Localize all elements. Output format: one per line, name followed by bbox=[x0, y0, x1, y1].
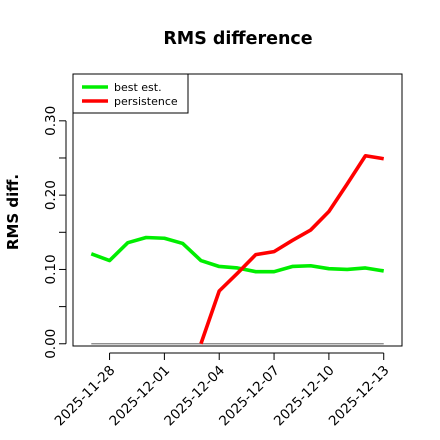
y-tick-label: 0.20 bbox=[43, 180, 59, 210]
series-line-0 bbox=[90, 235, 385, 274]
legend-label-0: best est. bbox=[114, 81, 162, 94]
x-axis: 2025-11-282025-12-012025-12-042025-12-07… bbox=[52, 352, 393, 429]
y-tick-label: 0.30 bbox=[43, 106, 59, 136]
series-line-1 bbox=[199, 153, 385, 345]
plot-frame bbox=[72, 73, 403, 347]
legend-label-1: persistence bbox=[114, 95, 178, 108]
legend-box bbox=[72, 73, 189, 114]
plot-area bbox=[90, 153, 385, 345]
y-axis: 0.00 0.10 0.20 0.30 bbox=[43, 106, 67, 359]
y-axis-label: RMS diff. bbox=[4, 174, 22, 250]
chart-title: RMS difference bbox=[163, 29, 312, 49]
y-tick-label: 0.10 bbox=[43, 254, 59, 284]
legend: best est.persistence bbox=[72, 73, 189, 114]
y-tick-label: 0.00 bbox=[43, 329, 59, 359]
